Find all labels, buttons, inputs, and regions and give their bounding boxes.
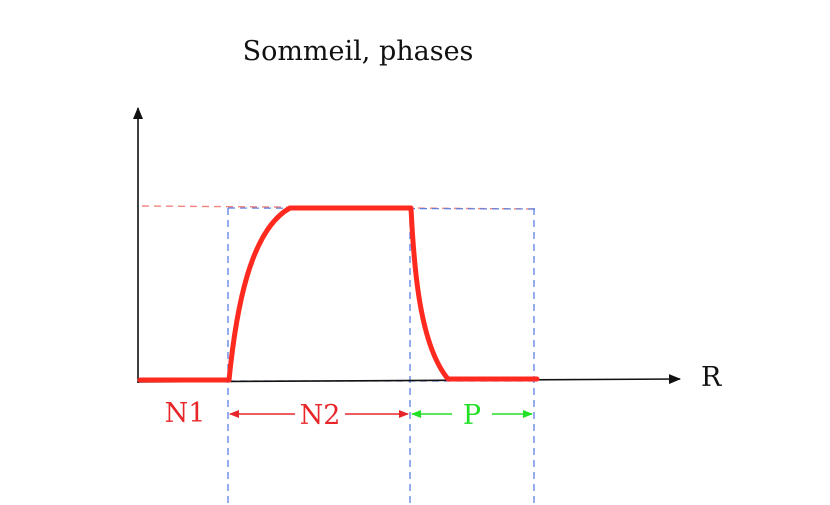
guide-lines	[141, 205, 537, 505]
phase-span-n2: N2	[229, 400, 409, 431]
phase-label-n2: N2	[300, 400, 341, 431]
phase-curve	[137, 205, 540, 383]
diagram-title: Sommeil, phases	[243, 36, 474, 67]
x-axis-label: R	[701, 362, 722, 393]
phase-label-n1: N1	[165, 398, 206, 429]
phase-span-p: P	[411, 400, 533, 431]
top-guide-blue	[227, 207, 537, 210]
phase-label-p: P	[463, 400, 481, 431]
